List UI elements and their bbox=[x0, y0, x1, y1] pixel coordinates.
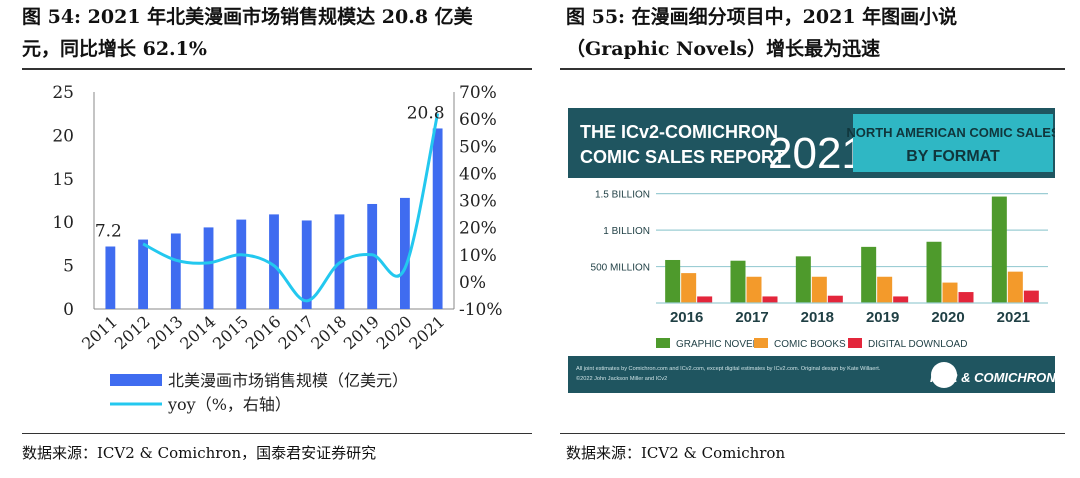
x-tick-label: 2011 bbox=[78, 312, 121, 353]
x-tick-label: 2014 bbox=[176, 312, 219, 353]
x-tick-label: 2012 bbox=[111, 312, 154, 353]
legend-label: GRAPHIC NOVELS bbox=[676, 339, 765, 350]
left-y-tick-label: 0 bbox=[63, 300, 74, 320]
legend-label: DIGITAL DOWNLOAD bbox=[868, 339, 967, 350]
left-y-tick-label: 5 bbox=[63, 257, 74, 277]
legend-swatch bbox=[656, 338, 670, 348]
year-category-label: 2021 bbox=[997, 309, 1030, 326]
x-tick-label: 2013 bbox=[144, 312, 187, 353]
report-title-line2: COMIC SALES REPORT bbox=[580, 147, 785, 167]
market-size-bar bbox=[105, 246, 116, 309]
y-tick-label: 1.5 BILLION bbox=[595, 190, 650, 201]
legend-label: COMIC BOOKS bbox=[774, 339, 846, 350]
right-y-tick-label: 0% bbox=[459, 273, 486, 293]
left-source-note: 数据来源：ICV2 & Comichron，国泰君安证券研究 bbox=[22, 444, 377, 462]
market-size-bar bbox=[138, 239, 148, 309]
format-bar bbox=[926, 241, 942, 303]
format-bar bbox=[877, 276, 893, 303]
x-tick-label: 2017 bbox=[274, 312, 317, 353]
format-bar bbox=[811, 276, 827, 303]
infographic-footer-band bbox=[568, 356, 1055, 393]
market-size-bar bbox=[432, 128, 443, 309]
subtitle-line1: NORTH AMERICAN COMIC SALES bbox=[846, 125, 1055, 140]
right-y-tick-label: -10% bbox=[459, 300, 503, 320]
format-bar bbox=[762, 296, 778, 303]
year-category-label: 2019 bbox=[866, 309, 899, 326]
x-tick-label: 2021 bbox=[405, 312, 448, 353]
right-y-tick-label: 70% bbox=[459, 83, 497, 103]
format-bar bbox=[730, 260, 746, 303]
y-tick-label: 1 BILLION bbox=[603, 226, 650, 237]
left-y-tick-label: 25 bbox=[52, 83, 74, 103]
right-y-tick-label: 30% bbox=[459, 192, 497, 212]
footer-note-line2: ©2022 John Jackson Miller and ICv2 bbox=[576, 375, 667, 382]
x-tick-label: 2015 bbox=[209, 312, 252, 353]
format-bar bbox=[1023, 290, 1039, 303]
right-panel-title-line1: 图 55: 在漫画细分项目中，2021 年图画小说 bbox=[566, 6, 958, 28]
right-y-tick-label: 20% bbox=[459, 219, 497, 239]
partner-logo-text: ICv2 & COMICHRON bbox=[930, 370, 1055, 385]
x-tick-label: 2020 bbox=[373, 312, 416, 353]
market-size-chart: 0 5 10 15 20 25 -10% 0% 10% 20% 30% 40% 50% 60% 70% 7.2… bbox=[52, 83, 503, 414]
market-size-bar bbox=[236, 219, 247, 309]
right-source-rule bbox=[560, 433, 1065, 434]
x-tick-label: 2018 bbox=[307, 312, 350, 353]
year-category-label: 2018 bbox=[801, 309, 834, 326]
left-panel-title-line2: 元，同比增长 62.1% bbox=[22, 38, 207, 60]
left-y-tick-label: 10 bbox=[52, 213, 74, 233]
format-bar bbox=[958, 292, 974, 303]
subtitle-line2: BY FORMAT bbox=[906, 148, 1000, 165]
legend-swatch bbox=[848, 338, 862, 348]
format-bar bbox=[665, 259, 681, 303]
format-bar bbox=[893, 296, 909, 303]
year-category-label: 2016 bbox=[670, 309, 703, 326]
market-size-bar bbox=[170, 233, 181, 309]
left-source-rule bbox=[22, 433, 532, 434]
right-y-tick-label: 10% bbox=[459, 246, 497, 266]
format-bar bbox=[681, 273, 697, 303]
format-bar bbox=[991, 196, 1007, 303]
format-bar bbox=[697, 296, 713, 303]
legend-bar-label: 北美漫画市场销售规模（亿美元） bbox=[168, 371, 408, 390]
market-size-bar bbox=[269, 214, 279, 309]
market-size-bar bbox=[203, 227, 214, 309]
legend-bar-swatch bbox=[110, 374, 162, 386]
year-category-label: 2020 bbox=[931, 309, 964, 326]
legend-line-label: yoy（%，右轴） bbox=[167, 395, 291, 414]
left-title-rule bbox=[22, 68, 532, 70]
right-title-rule bbox=[560, 68, 1065, 70]
right-panel-title-line2: （Graphic Novels）增长最为迅速 bbox=[566, 38, 881, 60]
right-y-tick-label: 60% bbox=[459, 110, 497, 130]
left-y-tick-label: 15 bbox=[52, 170, 74, 190]
right-source-note: 数据来源：ICV2 & Comichron bbox=[566, 444, 786, 462]
market-size-bar bbox=[367, 203, 378, 309]
bar-data-label: 7.2 bbox=[95, 222, 122, 242]
right-y-tick-label: 40% bbox=[459, 164, 497, 184]
format-bar bbox=[827, 295, 843, 303]
icv2-logo-circle bbox=[931, 362, 957, 388]
yoy-growth-line bbox=[142, 113, 440, 303]
market-size-bar bbox=[301, 220, 312, 309]
x-tick-label: 2019 bbox=[340, 312, 383, 353]
format-bar bbox=[861, 246, 877, 303]
year-category-label: 2017 bbox=[735, 309, 768, 326]
report-year-badge: 2021 bbox=[768, 129, 866, 178]
x-tick-label: 2016 bbox=[242, 312, 285, 353]
market-size-bar bbox=[400, 197, 410, 309]
legend-swatch bbox=[754, 338, 768, 348]
right-y-tick-label: 50% bbox=[459, 137, 497, 157]
y-tick-label: 500 MILLION bbox=[591, 263, 650, 274]
subtitle-panel bbox=[853, 114, 1053, 172]
bar-data-label: 20.8 bbox=[407, 103, 445, 123]
footer-note-line1: All joint estimates by Comichron.com and… bbox=[576, 366, 881, 372]
left-panel-title-line1: 图 54: 2021 年北美漫画市场销售规模达 20.8 亿美 bbox=[22, 6, 473, 28]
format-bar bbox=[795, 256, 811, 303]
format-bar bbox=[1007, 271, 1023, 303]
left-y-tick-label: 20 bbox=[52, 126, 74, 146]
format-bar bbox=[746, 276, 762, 303]
format-bar bbox=[942, 282, 958, 303]
report-title-line1: THE ICv2-COMICHRON bbox=[580, 122, 778, 142]
